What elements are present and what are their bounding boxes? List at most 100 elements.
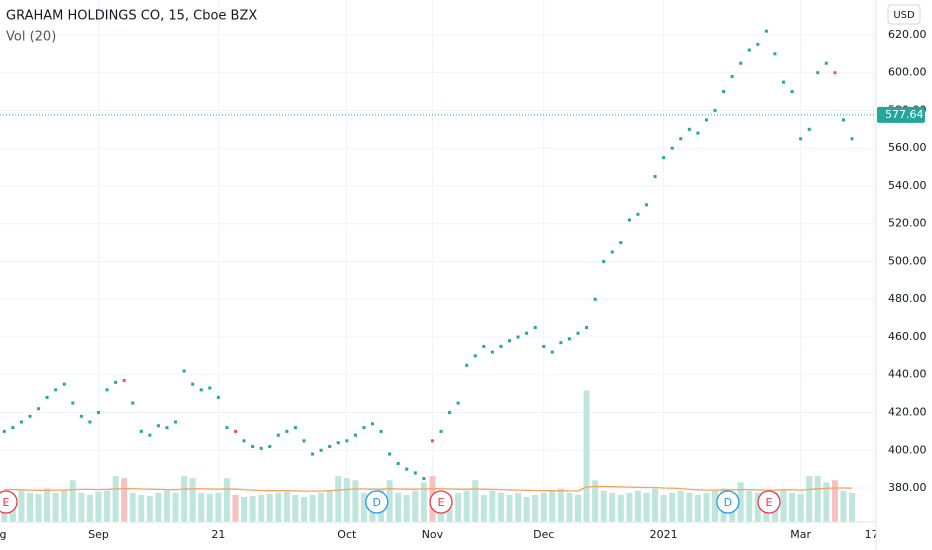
volume-bar — [78, 492, 85, 522]
event-marker — [716, 490, 740, 514]
x-tick-label: Mar — [790, 528, 811, 541]
volume-bar — [138, 494, 145, 522]
volume-bar — [523, 496, 530, 522]
volume-bar — [540, 492, 547, 522]
volume-bar — [360, 492, 367, 522]
candle — [19, 420, 23, 424]
candle — [456, 401, 460, 405]
volume-bar — [789, 492, 796, 522]
y-tick-label: 420.00 — [888, 406, 927, 419]
candle — [722, 90, 726, 94]
x-tick-label: 21 — [211, 528, 225, 541]
candle — [259, 446, 263, 450]
candle — [653, 175, 657, 179]
candle — [448, 411, 452, 415]
volume-bar — [660, 494, 667, 522]
volume-bar — [497, 492, 504, 522]
volume-bar — [326, 490, 333, 522]
volume-bar — [617, 494, 624, 522]
volume-bar — [69, 480, 76, 522]
candle — [379, 429, 383, 433]
volume-bar — [266, 493, 273, 522]
volume-bar — [412, 490, 419, 522]
candle — [585, 326, 589, 330]
volume-bar — [181, 476, 188, 522]
candle — [174, 420, 178, 424]
volume-bar — [155, 492, 162, 522]
candle — [105, 388, 109, 392]
volume-bar — [86, 494, 93, 522]
volume-ma-line — [4, 485, 853, 492]
volume-bar — [146, 495, 153, 522]
candle — [790, 90, 794, 94]
candle — [508, 339, 512, 343]
volume-bar — [104, 490, 111, 522]
candle — [79, 414, 83, 418]
volume-bar — [386, 480, 393, 522]
candle — [499, 344, 503, 348]
volume-bar — [300, 496, 307, 522]
volume-bar — [532, 494, 539, 522]
candle — [96, 411, 100, 415]
volume-bar — [35, 493, 42, 522]
candle — [362, 426, 366, 430]
volume-bar — [223, 478, 230, 522]
currency-box[interactable] — [887, 4, 921, 25]
volume-bar — [840, 490, 847, 522]
candle — [550, 350, 554, 354]
volume-bar — [163, 490, 170, 522]
candle — [567, 337, 571, 341]
volume-bar — [600, 490, 607, 522]
candle — [328, 444, 332, 448]
candle — [670, 146, 674, 150]
currency[interactable]: USD — [893, 10, 915, 21]
volume-bar — [275, 492, 282, 522]
y-tick-label: 620.00 — [888, 28, 927, 41]
candle — [319, 448, 323, 452]
candle — [242, 439, 246, 443]
candle — [559, 341, 563, 345]
candle — [619, 241, 623, 245]
volume-bar — [549, 490, 556, 522]
candle — [233, 429, 237, 433]
y-tick-label: 500.00 — [888, 254, 927, 267]
volume-bar — [823, 482, 830, 522]
volume-bar — [686, 492, 693, 522]
candle — [473, 354, 477, 358]
volume-bar — [557, 488, 564, 522]
volume-bar — [472, 480, 479, 522]
candle — [370, 422, 374, 426]
volume-bar — [309, 494, 316, 522]
volume-bar — [318, 492, 325, 522]
volume-bar — [737, 482, 744, 522]
y-tick-label: 440.00 — [888, 368, 927, 381]
volume-bar — [592, 480, 599, 522]
candle — [799, 137, 803, 141]
candle — [396, 461, 400, 465]
candle — [114, 380, 118, 384]
volume-bar — [420, 482, 427, 522]
candle — [490, 350, 494, 354]
candle — [422, 477, 426, 481]
volume-bar — [241, 496, 248, 522]
candle — [593, 297, 597, 301]
volume-bar — [283, 491, 290, 522]
volume-bar — [515, 492, 522, 522]
candle — [542, 344, 546, 348]
candle — [465, 363, 469, 367]
volume-bar — [754, 492, 761, 522]
y-tick-label: 460.00 — [888, 330, 927, 343]
candle — [713, 108, 717, 112]
event-label: D — [373, 496, 381, 509]
candle — [747, 48, 751, 52]
candle — [841, 118, 845, 122]
volume-bar — [258, 494, 265, 522]
volume-bar — [95, 491, 102, 522]
indicator-label: Vol (20) — [6, 30, 56, 45]
y-tick-label: 600.00 — [888, 66, 927, 79]
candle — [764, 29, 768, 33]
x-tick-label: Dec — [533, 528, 554, 541]
candle — [576, 331, 580, 335]
candle — [816, 71, 820, 75]
volume-bar — [677, 490, 684, 522]
